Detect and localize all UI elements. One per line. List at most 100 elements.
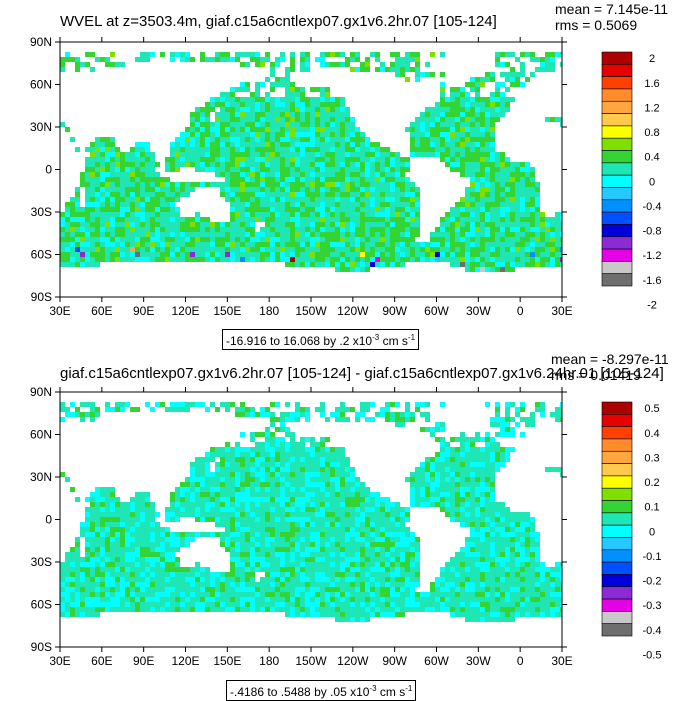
- field-cell: [460, 97, 465, 102]
- field-cell: [455, 132, 460, 137]
- field-cell: [335, 127, 340, 132]
- field-cell: [500, 512, 505, 517]
- field-cell: [235, 522, 240, 527]
- field-cell: [370, 202, 375, 207]
- field-cell: [410, 152, 415, 157]
- field-cell: [550, 217, 555, 222]
- field-cell: [180, 222, 185, 227]
- field-cell: [555, 252, 560, 257]
- field-cell: [280, 572, 285, 577]
- field-cell: [455, 467, 460, 472]
- field-cell: [335, 507, 340, 512]
- field-cell: [380, 222, 385, 227]
- field-cell: [125, 242, 130, 247]
- field-cell: [130, 572, 135, 577]
- field-cell: [120, 202, 125, 207]
- field-cell: [350, 147, 355, 152]
- field-cell: [500, 97, 505, 102]
- field-cell: [480, 452, 485, 457]
- field-cell: [120, 532, 125, 537]
- field-cell: [125, 247, 130, 252]
- field-cell: [85, 537, 90, 542]
- field-cell: [145, 152, 150, 157]
- field-cell: [275, 437, 280, 442]
- field-cell: [510, 572, 515, 577]
- field-cell: [120, 257, 125, 262]
- field-cell: [270, 152, 275, 157]
- field-cell: [400, 537, 405, 542]
- field-cell: [210, 402, 215, 407]
- field-cell: [175, 157, 180, 162]
- field-cell: [180, 537, 185, 542]
- field-cell: [110, 232, 115, 237]
- field-cell: [300, 142, 305, 147]
- field-cell: [485, 437, 490, 442]
- field-cell: [280, 567, 285, 572]
- field-cell: [60, 572, 65, 577]
- field-cell: [445, 457, 450, 462]
- field-cell: [250, 127, 255, 132]
- field-cell: [125, 562, 130, 567]
- field-cell: [470, 82, 475, 87]
- field-cell: [105, 552, 110, 557]
- field-cell: [480, 112, 485, 117]
- field-cell: [480, 557, 485, 562]
- field-cell: [450, 477, 455, 482]
- field-cell: [275, 537, 280, 542]
- field-cell: [390, 247, 395, 252]
- field-cell: [155, 567, 160, 572]
- field-cell: [395, 552, 400, 557]
- field-cell: [305, 557, 310, 562]
- field-cell: [305, 262, 310, 267]
- field-cell: [215, 447, 220, 452]
- field-cell: [230, 132, 235, 137]
- field-cell: [495, 567, 500, 572]
- field-cell: [480, 457, 485, 462]
- field-cell: [465, 207, 470, 212]
- field-cell: [170, 552, 175, 557]
- field-cell: [190, 537, 195, 542]
- field-cell: [315, 177, 320, 182]
- field-cell: [185, 242, 190, 247]
- field-cell: [535, 227, 540, 232]
- field-cell: [530, 222, 535, 227]
- field-cell: [515, 257, 520, 262]
- field-cell: [225, 237, 230, 242]
- field-cell: [295, 112, 300, 117]
- field-cell: [300, 97, 305, 102]
- field-cell: [80, 557, 85, 562]
- field-cell: [490, 142, 495, 147]
- field-cell: [235, 192, 240, 197]
- field-cell: [515, 422, 520, 427]
- field-cell: [120, 542, 125, 547]
- field-cell: [315, 167, 320, 172]
- field-cell: [445, 477, 450, 482]
- field-cell: [490, 537, 495, 542]
- field-cell: [320, 162, 325, 167]
- field-cell: [350, 202, 355, 207]
- field-cell: [255, 432, 260, 437]
- field-cell: [385, 217, 390, 222]
- field-cell: [340, 492, 345, 497]
- field-cell: [315, 447, 320, 452]
- field-cell: [265, 542, 270, 547]
- field-cell: [90, 527, 95, 532]
- field-cell: [170, 537, 175, 542]
- field-cell: [180, 217, 185, 222]
- field-cell: [190, 532, 195, 537]
- field-cell: [385, 227, 390, 232]
- field-cell: [240, 412, 245, 417]
- field-cell: [430, 247, 435, 252]
- field-cell: [465, 247, 470, 252]
- field-cell: [165, 577, 170, 582]
- field-cell: [150, 227, 155, 232]
- field-cell: [380, 522, 385, 527]
- field-cell: [360, 132, 365, 137]
- field-cell: [515, 557, 520, 562]
- field-cell: [275, 62, 280, 67]
- field-cell: [115, 222, 120, 227]
- field-cell: [85, 162, 90, 167]
- field-cell: [180, 572, 185, 577]
- field-cell: [375, 167, 380, 172]
- field-cell: [440, 102, 445, 107]
